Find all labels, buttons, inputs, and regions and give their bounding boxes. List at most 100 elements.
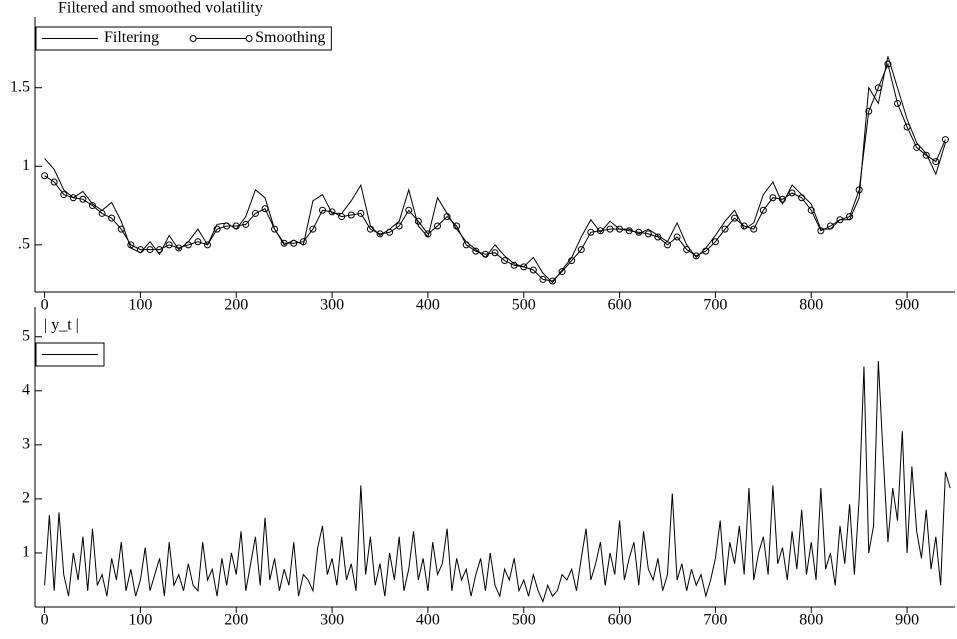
marker — [232, 222, 240, 230]
marker — [520, 263, 528, 271]
marker — [673, 233, 681, 241]
marker — [568, 257, 576, 265]
x-tick-label: 300 — [320, 612, 344, 629]
marker — [836, 216, 844, 224]
legend-marker — [245, 35, 253, 42]
panel: | y_t | 1 2 3 4 5 0 100 200 300 400 500 600 700 800 900 — [22, 307, 955, 629]
marker — [146, 246, 154, 254]
x-tick-label: 700 — [703, 612, 727, 629]
y-tick-label: 1.5 — [10, 78, 30, 95]
marker — [529, 266, 537, 274]
marker — [184, 241, 192, 249]
marker — [798, 194, 806, 202]
marker — [721, 225, 729, 233]
marker — [740, 222, 748, 230]
marker — [299, 238, 307, 246]
marker — [501, 257, 509, 265]
marker — [79, 195, 87, 203]
marker — [913, 143, 921, 151]
marker — [549, 277, 556, 285]
marker — [338, 213, 346, 221]
x-tick-label: 600 — [608, 297, 632, 314]
x-tick-label: 100 — [128, 297, 152, 314]
marker — [596, 227, 604, 235]
marker — [194, 238, 202, 246]
y-tick-label: 2 — [22, 490, 30, 507]
marker — [453, 222, 461, 230]
marker — [884, 60, 892, 68]
x-tick-label: 600 — [608, 612, 632, 629]
marker — [750, 225, 758, 233]
marker — [788, 189, 796, 197]
marker — [491, 249, 499, 257]
marker — [347, 211, 355, 219]
marker — [223, 222, 231, 230]
x-tick-label: 300 — [320, 297, 344, 314]
x-tick-label: 700 — [703, 297, 727, 314]
x-tick-label: 0 — [41, 612, 49, 629]
marker — [855, 186, 863, 194]
x-tick-label: 800 — [799, 612, 823, 629]
marker — [309, 225, 317, 233]
legend-box — [35, 26, 332, 51]
marker — [692, 252, 700, 260]
marker — [414, 217, 422, 225]
marker — [702, 247, 710, 255]
marker — [319, 206, 326, 214]
legend — [35, 342, 105, 367]
marker — [386, 228, 394, 236]
marker — [242, 220, 250, 228]
x-tick-label: 500 — [512, 612, 536, 629]
legend-marker — [189, 35, 197, 42]
marker — [41, 172, 49, 180]
marker — [213, 225, 221, 233]
marker — [625, 227, 633, 235]
marker — [136, 246, 144, 254]
marker — [558, 268, 566, 276]
y-tick-label: .5 — [18, 236, 30, 253]
marker — [175, 244, 183, 252]
marker — [865, 107, 873, 115]
marker — [395, 222, 403, 230]
marker — [261, 205, 269, 213]
x-tick-label: 500 — [512, 297, 536, 314]
marker — [606, 225, 614, 233]
marker — [328, 208, 336, 216]
marker — [357, 209, 365, 217]
legend-label: Filtering — [104, 29, 159, 46]
marker — [539, 275, 547, 283]
marker — [50, 178, 58, 186]
x-tick-label: 800 — [799, 297, 823, 314]
y-tick-label: 5 — [22, 327, 30, 344]
marker — [204, 241, 211, 249]
marker — [817, 227, 825, 235]
x-tick-label: 400 — [416, 297, 440, 314]
y-tick-label: 3 — [22, 436, 30, 453]
marker — [60, 191, 68, 199]
marker — [932, 158, 940, 166]
marker — [108, 214, 116, 222]
legend: Filtering Smoothing — [35, 26, 332, 51]
series-line — [44, 361, 951, 604]
x-tick-label: 900 — [895, 612, 919, 629]
marker — [941, 136, 949, 144]
marker — [894, 99, 901, 107]
marker — [405, 206, 413, 214]
marker — [89, 202, 96, 210]
marker — [874, 84, 882, 92]
marker — [251, 209, 259, 217]
marker — [424, 230, 432, 238]
y-tick-label: 4 — [22, 381, 30, 398]
marker — [587, 228, 595, 236]
panel: Filtered and smoothed volatility .5 1 1.5 0 1… — [10, 0, 955, 314]
marker — [635, 228, 643, 236]
x-tick-label: 100 — [128, 612, 152, 629]
marker — [280, 239, 288, 247]
x-tick-label: 200 — [224, 297, 248, 314]
marker — [510, 261, 518, 269]
panel-title: | y_t | — [44, 317, 79, 334]
marker — [481, 250, 489, 258]
marker — [664, 241, 671, 249]
y-tick-label: 1 — [22, 157, 30, 174]
